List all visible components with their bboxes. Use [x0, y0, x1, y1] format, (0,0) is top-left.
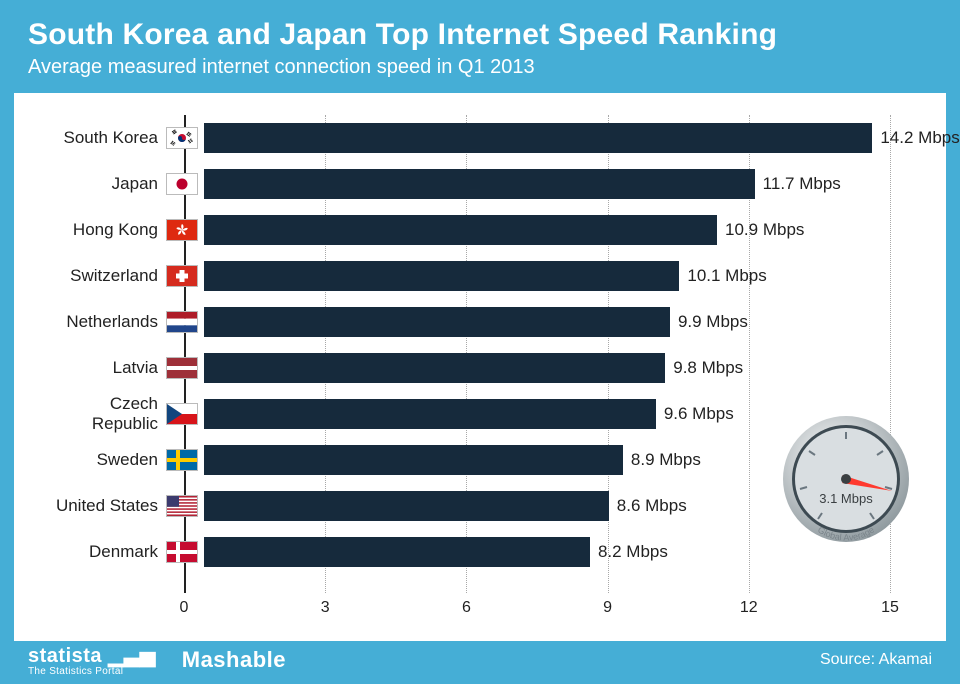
- bar-value-label: 8.6 Mbps: [617, 496, 687, 516]
- bar-value-label: 8.2 Mbps: [598, 542, 668, 562]
- header: South Korea and Japan Top Internet Speed…: [0, 0, 960, 93]
- bar-fill: [204, 445, 623, 475]
- bar-row: Latvia 9.8 Mbps: [42, 345, 918, 391]
- bar: 9.6 Mbps: [204, 399, 656, 429]
- bar-value-label: 10.9 Mbps: [725, 220, 804, 240]
- x-tick: 15: [881, 599, 899, 617]
- bar-fill: [204, 399, 656, 429]
- flag-us-icon: [166, 495, 198, 517]
- country-label: Switzerland: [42, 266, 166, 286]
- country-label: Hong Kong: [42, 220, 166, 240]
- flag-kr-icon: [166, 127, 198, 149]
- bar: 8.2 Mbps: [204, 537, 590, 567]
- statista-chart-icon: ▁▃▅: [108, 645, 156, 667]
- bar-value-label: 11.7 Mbps: [763, 174, 841, 194]
- bar: 8.9 Mbps: [204, 445, 623, 475]
- bar-fill: [204, 215, 717, 245]
- bar: 10.1 Mbps: [204, 261, 679, 291]
- global-average-gauge: 3.1 Mbps Global Average: [780, 413, 912, 545]
- bar-row: Switzerland 10.1 Mbps: [42, 253, 918, 299]
- bar-value-label: 10.1 Mbps: [687, 266, 766, 286]
- flag-se-icon: [166, 449, 198, 471]
- bar-row: Hong Kong 10.9 Mbps: [42, 207, 918, 253]
- flag-cz-icon: [166, 403, 198, 425]
- bar: 11.7 Mbps: [204, 169, 755, 199]
- country-label: United States: [42, 496, 166, 516]
- title: South Korea and Japan Top Internet Speed…: [28, 18, 932, 52]
- bar-fill: [204, 537, 590, 567]
- bar: 8.6 Mbps: [204, 491, 609, 521]
- x-tick: 3: [321, 599, 330, 617]
- bar-row: Netherlands 9.9 Mbps: [42, 299, 918, 345]
- country-label: Japan: [42, 174, 166, 194]
- chart-area: 0 3 6 9 12 15 South Korea 14.2 Mbps Japan 11.7 M…: [14, 93, 946, 641]
- bar-value-label: 14.2 Mbps: [880, 128, 959, 148]
- bar-fill: [204, 123, 872, 153]
- x-tick: 0: [180, 599, 189, 617]
- x-tick: 12: [740, 599, 758, 617]
- bar: 9.9 Mbps: [204, 307, 670, 337]
- bar-fill: [204, 169, 755, 199]
- country-label: Denmark: [42, 542, 166, 562]
- bar: 10.9 Mbps: [204, 215, 717, 245]
- country-label: Netherlands: [42, 312, 166, 332]
- flag-jp-icon: [166, 173, 198, 195]
- gauge-value: 3.1 Mbps: [819, 491, 873, 506]
- mashable-logo: Mashable: [182, 647, 286, 673]
- subtitle: Average measured internet connection spe…: [28, 56, 932, 79]
- flag-dk-icon: [166, 541, 198, 563]
- bar-row: Japan 11.7 Mbps: [42, 161, 918, 207]
- brand-group: statista ▁▃▅ The Statistics Portal Masha…: [28, 643, 286, 677]
- country-label: Czech Republic: [42, 394, 166, 434]
- flag-nl-icon: [166, 311, 198, 333]
- bar-fill: [204, 491, 609, 521]
- statista-logo: statista ▁▃▅ The Statistics Portal: [28, 643, 156, 677]
- bar-value-label: 9.8 Mbps: [673, 358, 743, 378]
- infographic-frame: South Korea and Japan Top Internet Speed…: [0, 0, 960, 684]
- flag-ch-icon: [166, 265, 198, 287]
- bar-value-label: 9.6 Mbps: [664, 404, 734, 424]
- country-label: Sweden: [42, 450, 166, 470]
- x-tick: 9: [603, 599, 612, 617]
- source-label: Source: Akamai: [820, 651, 932, 669]
- country-label: Latvia: [42, 358, 166, 378]
- bar: 14.2 Mbps: [204, 123, 872, 153]
- bar-fill: [204, 261, 679, 291]
- flag-hk-icon: [166, 219, 198, 241]
- statista-name: statista: [28, 645, 102, 667]
- bar-fill: [204, 307, 670, 337]
- x-tick: 6: [462, 599, 471, 617]
- footer: statista ▁▃▅ The Statistics Portal Masha…: [0, 636, 960, 684]
- bar-value-label: 9.9 Mbps: [678, 312, 748, 332]
- bar: 9.8 Mbps: [204, 353, 665, 383]
- bar-fill: [204, 353, 665, 383]
- bar-value-label: 8.9 Mbps: [631, 450, 701, 470]
- flag-lv-icon: [166, 357, 198, 379]
- bar-row: South Korea 14.2 Mbps: [42, 115, 918, 161]
- country-label: South Korea: [42, 128, 166, 148]
